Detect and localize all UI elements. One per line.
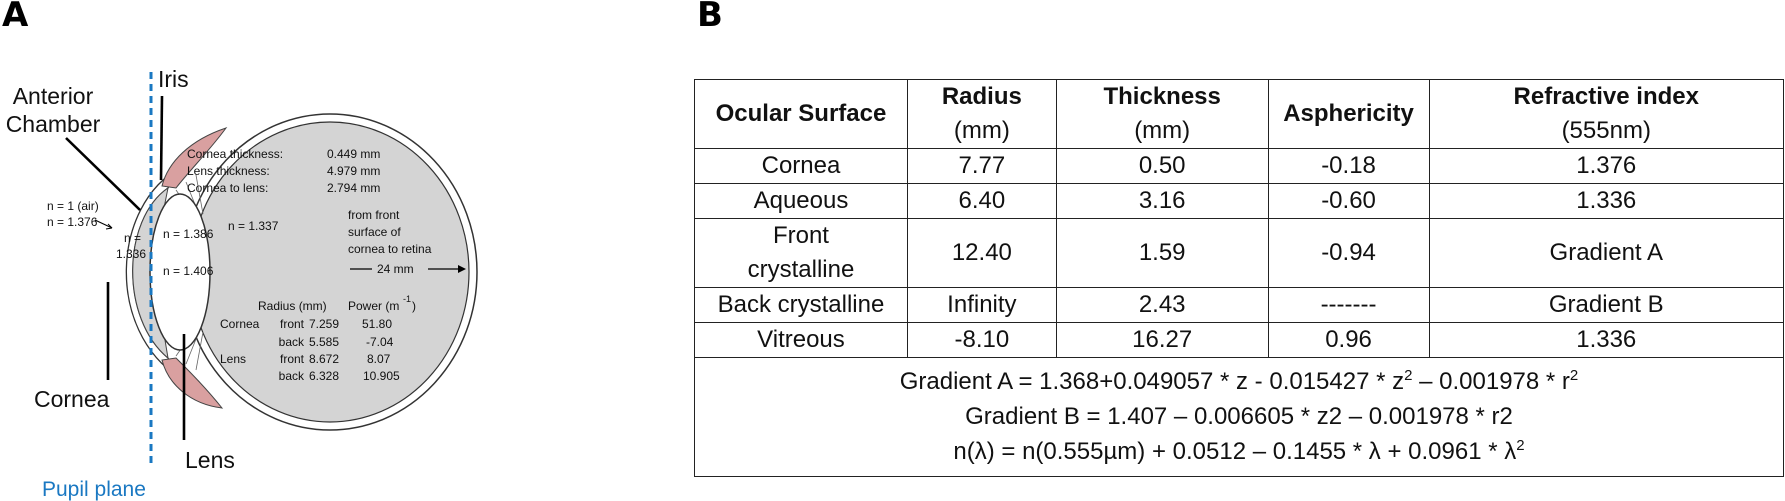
n-cornea-label: n = 1.376 [47, 215, 98, 229]
panel-label-b: B [697, 0, 723, 35]
cell-surface: Aqueous [694, 183, 908, 219]
st-radius-0: 7.259 [309, 317, 339, 331]
cell-surface: Vitreous [694, 322, 908, 358]
st-name-1: back [279, 335, 305, 349]
st-power-3: 10.905 [363, 369, 400, 383]
cell-radius: 7.77 [906, 148, 1057, 184]
eye-diagram: Anterior Chamber Iris Cornea Lens Pupil … [6, 66, 478, 501]
header-refractive-index: Refractive index (555nm) [1428, 79, 1785, 149]
anterior-chamber-leader [65, 137, 141, 211]
cell-surface: Cornea [694, 148, 908, 184]
pupil-plane-label: Pupil plane [42, 478, 146, 501]
st-group-0: Cornea [220, 317, 260, 331]
lens-shape [149, 193, 211, 351]
gradient-b-formula: Gradient B = 1.407 – 0.006605 * z2 – 0.0… [965, 402, 1513, 430]
st-radius-1: 5.585 [309, 335, 339, 349]
iris-label: Iris [158, 66, 189, 92]
st-group-2: Lens [220, 352, 246, 366]
st-name-0: front [280, 317, 305, 331]
cell-refractive-index: 1.376 [1428, 148, 1785, 184]
n-label-pointer [94, 219, 113, 229]
cornea-label: Cornea [34, 386, 110, 412]
axial-value: 24 mm [377, 262, 414, 276]
dispersion-formula: n(λ) = n(0.555µm) + 0.0512 – 0.1455 * λ … [953, 436, 1525, 465]
cell-refractive-index: 1.336 [1428, 322, 1785, 358]
anterior-label-1: Anterior [13, 83, 94, 109]
axial-line-1: from front [348, 208, 400, 222]
meas-label-0: Cornea thickness: [187, 147, 283, 161]
cell-refractive-index: 1.336 [1428, 183, 1785, 219]
meas-label-2: Cornea to lens: [187, 181, 268, 195]
cell-surface: Back crystalline [694, 287, 908, 323]
cell-radius: Infinity [906, 287, 1057, 323]
cell-thickness: 1.59 [1055, 218, 1269, 288]
table-row: Aqueous 6.40 3.16 -0.60 1.336 [694, 183, 1785, 219]
meas-value-1: 4.979 mm [327, 164, 380, 178]
panel-label-a: A [2, 0, 29, 35]
formula-row: Gradient A = 1.368+0.049057 * z - 0.0154… [694, 357, 1784, 477]
meas-value-2: 2.794 mm [327, 181, 380, 195]
st-power-0: 51.80 [362, 317, 392, 331]
cell-refractive-index: Gradient B [1428, 287, 1785, 323]
cell-thickness: 2.43 [1055, 287, 1269, 323]
table-row: Cornea 7.77 0.50 -0.18 1.376 [694, 148, 1785, 184]
cell-thickness: 0.50 [1055, 148, 1269, 184]
meas-value-0: 0.449 mm [327, 147, 380, 161]
table-row: Front crystalline 12.40 1.59 -0.94 Gradi… [694, 218, 1785, 288]
header-radius: Radius (mm) [906, 79, 1057, 149]
axial-arrow-head [458, 265, 466, 273]
st-col-power: Power (m [348, 299, 399, 313]
cell-refractive-index: Gradient A [1428, 218, 1785, 288]
cell-surface: Front crystalline [694, 218, 908, 288]
table-row: Back crystalline Infinity 2.43 ------- G… [694, 287, 1785, 323]
st-radius-3: 6.328 [309, 369, 339, 383]
cell-radius: -8.10 [906, 322, 1057, 358]
cell-asphericity: -0.94 [1267, 218, 1430, 288]
cell-radius: 6.40 [906, 183, 1057, 219]
iris-upper [161, 127, 228, 189]
table-row: Vitreous -8.10 16.27 0.96 1.336 [694, 322, 1785, 358]
st-power-1: -7.04 [366, 335, 394, 349]
st-col-power-exp: -1 [403, 294, 411, 304]
header-ocular-surface: Ocular Surface [694, 79, 908, 149]
st-name-3: back [279, 369, 305, 383]
ocular-surface-table: Ocular Surface Radius (mm) Thickness (mm) … [694, 79, 1785, 477]
n-vitreous-label: n = 1.337 [228, 219, 279, 233]
st-name-2: front [280, 352, 305, 366]
meas-label-1: Lens thickness: [187, 164, 270, 178]
st-power-2: 8.07 [367, 352, 391, 366]
cell-thickness: 16.27 [1055, 322, 1269, 358]
axial-line-2: surface of [348, 225, 401, 239]
st-col-radius: Radius (mm) [258, 299, 327, 313]
table-header-row: Ocular Surface Radius (mm) Thickness (mm) … [694, 79, 1785, 149]
lens-label: Lens [185, 447, 235, 473]
st-col-power-close: ) [412, 299, 416, 313]
cell-asphericity: -0.60 [1267, 183, 1430, 219]
iris-leader [159, 95, 164, 181]
header-asphericity: Asphericity [1267, 79, 1430, 149]
cell-asphericity: ------- [1267, 287, 1430, 323]
n-aqueous-label-2: 1.336 [116, 247, 146, 261]
n-aqueous-label-1: n = [124, 231, 141, 245]
cell-asphericity: 0.96 [1267, 322, 1430, 358]
header-thickness: Thickness (mm) [1055, 79, 1269, 149]
cell-radius: 12.40 [906, 218, 1057, 288]
n-air-label: n = 1 (air) [47, 199, 99, 213]
cell-thickness: 3.16 [1055, 183, 1269, 219]
st-radius-2: 8.672 [309, 352, 339, 366]
iris-lower [161, 357, 224, 409]
n-lens-core-label: n = 1.406 [163, 264, 214, 278]
anterior-label-2: Chamber [6, 111, 101, 137]
n-lens-outer-label: n = 1.386 [163, 227, 214, 241]
formula-cell: Gradient A = 1.368+0.049057 * z - 0.0154… [694, 357, 1784, 477]
axial-line-3: cornea to retina [348, 242, 432, 256]
cell-asphericity: -0.18 [1267, 148, 1430, 184]
gradient-a-formula: Gradient A = 1.368+0.049057 * z - 0.0154… [899, 366, 1579, 395]
